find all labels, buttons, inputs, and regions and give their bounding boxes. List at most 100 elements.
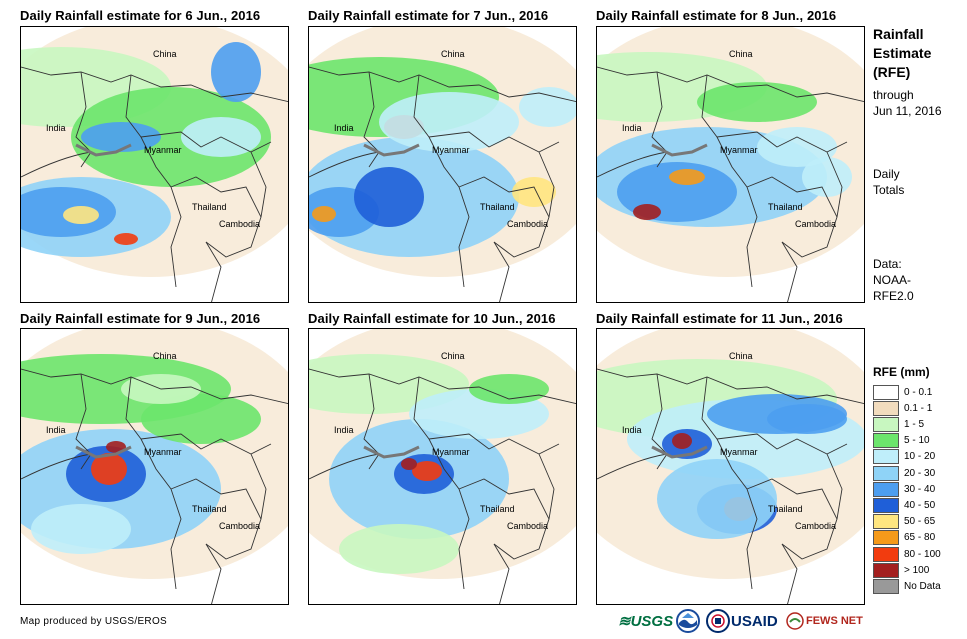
- country-border: [538, 453, 555, 520]
- sidebar-data-source: Data: NOAA- RFE2.0: [873, 256, 914, 304]
- country-border: [781, 543, 798, 604]
- country-border: [125, 74, 182, 288]
- legend-item: No Data: [873, 578, 941, 594]
- legend-title: RFE (mm): [873, 365, 930, 379]
- map-label-myanmar: Myanmar: [432, 447, 470, 457]
- map-label-myanmar: Myanmar: [432, 145, 470, 155]
- country-border: [716, 433, 848, 455]
- country-border: [428, 433, 560, 455]
- rainfall-area: [697, 82, 817, 122]
- country-border: [309, 453, 380, 480]
- map-label-thailand: Thailand: [480, 504, 515, 514]
- rainfall-area: [63, 206, 99, 224]
- rainfall-area: [31, 504, 131, 554]
- country-border: [826, 151, 843, 218]
- legend-swatch: [873, 546, 899, 562]
- legend-label: 30 - 40: [904, 483, 936, 495]
- rainfall-area: [71, 87, 271, 187]
- country-border: [75, 373, 92, 470]
- country-border: [538, 151, 555, 218]
- map-label-cambodia: Cambodia: [219, 219, 260, 229]
- country-border: [205, 241, 222, 302]
- country-border: [413, 74, 470, 288]
- map-label-china: China: [153, 351, 177, 361]
- country-border: [597, 453, 668, 480]
- sidebar-totals: Daily Totals: [873, 166, 904, 198]
- legend-label: 0.1 - 1: [904, 402, 933, 414]
- legend-item: 80 - 100: [873, 546, 941, 562]
- rainfall-area: [379, 92, 519, 152]
- map-label-china: China: [441, 49, 465, 59]
- legend-item: 5 - 10: [873, 433, 930, 449]
- rainfall-area: [633, 204, 661, 220]
- sidebar-through: through Jun 11, 2016: [873, 87, 942, 119]
- map-canvas: China India Myanmar Thailand Cambodia: [597, 27, 864, 302]
- map-canvas: China India Myanmar Thailand Cambodia: [21, 27, 288, 302]
- map-label-cambodia: Cambodia: [507, 219, 548, 229]
- sidebar-totals-line2: Totals: [873, 183, 905, 197]
- map-label-india: India: [334, 123, 354, 133]
- fews-net-globe-icon: [786, 612, 804, 630]
- legend-item: 10 - 20: [873, 449, 935, 465]
- map-canvas: China India Myanmar Thailand Cambodia: [309, 27, 576, 302]
- country-border: [701, 376, 758, 590]
- country-border: [413, 376, 470, 590]
- rainfall-map-6: China India Myanmar Thailand Cambodia: [596, 328, 865, 605]
- legend-label: 5 - 10: [904, 435, 930, 447]
- rainfall-area: [106, 441, 126, 453]
- map-label-india: India: [622, 425, 642, 435]
- noaa-logo: [676, 607, 700, 635]
- map-credit: Map produced by USGS/EROS: [20, 616, 168, 627]
- legend-swatch: [873, 384, 899, 400]
- legend-swatch: [873, 530, 899, 546]
- panel-title-1: Daily Rainfall estimate for 6 Jun., 2016: [20, 8, 261, 23]
- map-canvas: China India Myanmar Thailand Cambodia: [21, 329, 288, 604]
- rainfall-area: [81, 122, 161, 152]
- legend-swatch: [873, 416, 899, 432]
- coastline: [363, 445, 420, 459]
- usaid-seal-icon: [706, 609, 730, 633]
- legend-label: No Data: [904, 580, 941, 592]
- country-border: [125, 376, 182, 590]
- country-border: [597, 66, 864, 103]
- legend-swatch: [873, 578, 899, 594]
- coastline: [75, 445, 132, 459]
- map-label-cambodia: Cambodia: [795, 219, 836, 229]
- country-border: [363, 71, 380, 168]
- noaa-seal-icon: [676, 609, 700, 633]
- legend-item: 20 - 30: [873, 465, 935, 481]
- country-border: [205, 543, 222, 604]
- legend-swatch: [873, 449, 899, 465]
- rainfall-area: [757, 127, 837, 167]
- sidebar-data-line2: NOAA-: [873, 273, 912, 287]
- sidebar-title-line3: (RFE): [873, 64, 911, 80]
- country-border: [493, 543, 510, 604]
- map-label-thailand: Thailand: [768, 202, 803, 212]
- panel-title-3: Daily Rainfall estimate for 8 Jun., 2016: [596, 8, 837, 23]
- map-label-thailand: Thailand: [192, 202, 227, 212]
- legend-label: 10 - 20: [904, 451, 936, 463]
- rainfall-area: [519, 87, 576, 127]
- coastline: [363, 143, 420, 157]
- map-label-thailand: Thailand: [768, 504, 803, 514]
- country-border: [21, 453, 92, 480]
- country-border: [309, 151, 380, 178]
- usgs-logo: ≋USGS: [618, 613, 674, 630]
- panel-title-6: Daily Rainfall estimate for 11 Jun., 201…: [596, 311, 843, 326]
- country-border: [597, 368, 864, 405]
- legend-label: > 100: [904, 564, 930, 576]
- country-border: [428, 131, 560, 153]
- sidebar-data-line3: RFE2.0: [873, 289, 914, 303]
- country-border: [309, 66, 576, 103]
- sidebar-title-line1: Rainfall: [873, 26, 924, 42]
- country-border: [781, 241, 798, 302]
- sidebar-title: Rainfall Estimate (RFE): [873, 25, 931, 82]
- legend-swatch: [873, 562, 899, 578]
- country-border: [651, 71, 668, 168]
- usaid-seal: [706, 607, 730, 635]
- legend-swatch: [873, 400, 899, 416]
- legend-swatch: [873, 465, 899, 481]
- rainfall-area: [339, 524, 459, 574]
- country-border: [363, 373, 380, 470]
- rainfall-area: [354, 167, 424, 227]
